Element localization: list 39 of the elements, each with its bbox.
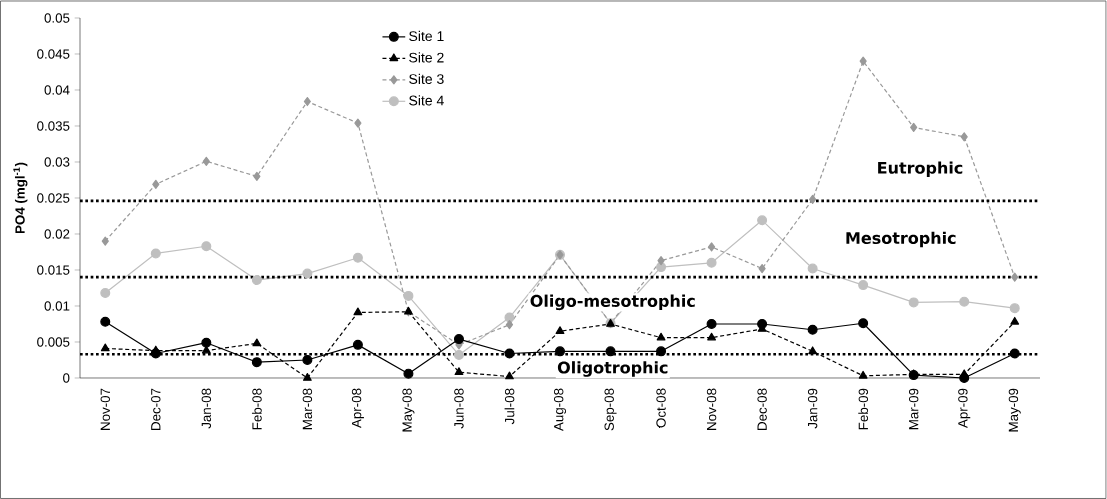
annotation: Eutrophic: [878, 161, 963, 177]
y-tick-label: 0: [63, 373, 70, 383]
x-tick-label: Dec-08: [757, 388, 767, 430]
annotation: Mesotrophic: [846, 231, 956, 248]
x-tick-label: Jun-08: [454, 388, 464, 429]
y-tick-label: 0.03: [44, 157, 70, 167]
x-tick-label: Mar-08: [302, 388, 313, 430]
x-tick-label: Jan-08: [201, 388, 212, 429]
y-tick-label: 0.045: [37, 49, 70, 59]
legend-label: Site 3: [409, 73, 444, 85]
y-axis-title: PO4 (mgl$^{-1}$): [13, 162, 28, 234]
legend-label: Site 1: [409, 30, 444, 42]
x-tick-label: Sep-08: [604, 388, 617, 431]
x-tick-label: May-08: [402, 388, 415, 432]
x-tick-label: Feb-08: [251, 388, 262, 430]
y-tick-label: 0.025: [37, 193, 70, 203]
x-tick-label: Nov-07: [100, 388, 110, 430]
x-tick-label: Jan-09: [807, 388, 818, 429]
x-tick-label: Mar-09: [908, 388, 919, 430]
x-tick-label: Apr-08: [351, 388, 364, 429]
x-tick-label: May-09: [1008, 388, 1021, 432]
x-tick-label: Jul-08: [504, 388, 515, 425]
legend-label: Site 4: [409, 95, 444, 106]
x-tick-label: Nov-08: [706, 388, 717, 430]
legend-label: Site 2: [409, 52, 444, 63]
annotation: Oligo-mesotrophic: [530, 294, 695, 311]
y-tick-label: 0.035: [37, 121, 70, 131]
x-tick-label: Apr-09: [958, 388, 971, 429]
x-tick-label: Oct-08: [656, 388, 666, 428]
y-tick-label: 0.02: [44, 229, 70, 239]
x-tick-label: Feb-09: [858, 388, 869, 430]
y-tick-label: 0.015: [37, 265, 70, 275]
x-tick-label: Aug-08: [553, 388, 567, 431]
x-tick-label: Dec-07: [151, 388, 161, 430]
y-tick-label: 0.01: [44, 301, 70, 311]
y-tick-label: 0.005: [37, 337, 70, 347]
y-tick-label: 0.04: [44, 85, 70, 95]
y-tick-label: 0.05: [44, 13, 70, 23]
annotation: Oligotrophic: [557, 361, 668, 377]
